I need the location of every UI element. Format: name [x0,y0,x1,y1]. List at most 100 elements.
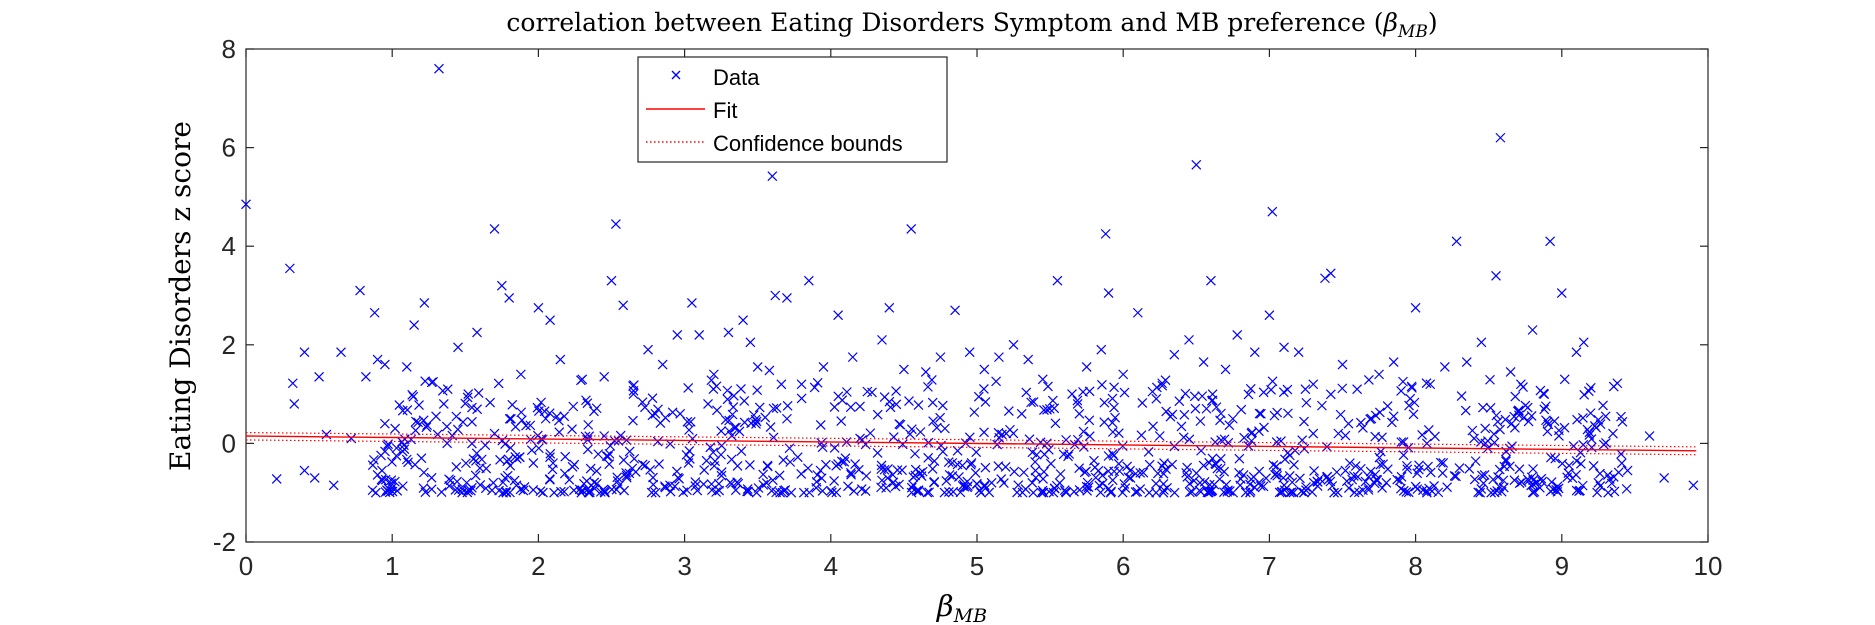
y-tick-label: 4 [222,231,236,261]
data-point [613,435,624,446]
data-point [426,472,437,483]
data-point [1553,483,1564,494]
data-point [1350,461,1361,471]
data-point [466,482,477,493]
data-point [1074,484,1085,495]
data-point [894,479,905,490]
data-point [1571,485,1582,496]
data-point [453,342,463,353]
data-point [650,487,661,498]
x-axis-label: βMB [936,589,987,625]
data-point [1316,400,1327,411]
data-point [818,362,829,372]
data-point [1374,407,1385,418]
data-point [1107,475,1118,486]
data-point [706,479,717,490]
data-point [752,362,763,372]
plot-area [241,48,1709,543]
data-point [1365,414,1376,425]
data-point [1473,487,1484,498]
data-point [1425,379,1436,390]
data-point [716,449,726,460]
data-point [1464,463,1475,474]
data-point [675,408,686,419]
data-point [973,391,984,402]
data-point [461,458,471,469]
data-point [437,385,448,396]
data-point [1254,408,1265,419]
data-point [1577,480,1588,491]
data-point [413,417,424,428]
data-point [728,390,739,401]
y-tick-label: 0 [222,428,236,458]
data-point [659,481,670,492]
data-point [1606,478,1617,489]
data-point [1578,337,1589,348]
data-point [582,444,593,455]
data-point [389,476,400,487]
data-point [442,438,453,449]
data-point [1374,452,1385,463]
data-point [576,487,587,498]
data-point [372,470,383,480]
data-point [672,330,683,340]
data-point [559,468,570,479]
data-point [585,463,596,474]
data-point [1027,477,1038,488]
data-point [1495,424,1505,435]
data-point [1049,483,1060,494]
data-point [927,463,938,474]
data-point [457,487,468,498]
data-point [1125,465,1135,476]
data-point [528,458,539,468]
data-point [1198,357,1209,367]
data-point [974,485,985,496]
data-point [994,352,1004,363]
data-point [1047,395,1058,406]
data-point [1243,389,1254,400]
data-point [1083,482,1094,493]
data-point [1442,482,1453,493]
data-point [545,315,556,326]
data-point [1107,417,1118,428]
data-point [855,401,865,412]
data-point [692,485,703,496]
data-point [426,484,437,495]
data-point [410,425,421,436]
data-point [1266,384,1276,395]
data-point [1224,486,1235,497]
data-point [1274,487,1285,498]
data-point [1493,471,1503,482]
data-point [1301,482,1311,492]
data-point [1174,396,1185,407]
data-point [624,446,635,457]
data-point [1031,449,1042,460]
data-point [1072,399,1083,409]
data-point [1157,378,1168,389]
data-point [287,378,298,389]
data-point [387,457,397,467]
data-point [612,476,623,486]
data-point [809,382,820,393]
data-point [271,473,282,484]
data-point [940,423,950,434]
data-point [1293,347,1304,358]
fit-lines [245,431,1697,456]
data-point [1084,415,1095,426]
data-point [915,468,926,478]
data-point [1598,439,1609,450]
data-point [1109,402,1119,413]
data-point [865,428,876,439]
data-point [1335,409,1346,420]
data-point [872,447,883,458]
data-point [407,389,418,400]
data-point [1425,467,1436,478]
x-axis-subscript: MB [953,605,987,625]
data-point [1460,405,1471,416]
data-point [1522,402,1533,413]
data-point [1370,469,1381,480]
data-point [401,454,412,465]
data-point [708,447,719,458]
data-point [1061,434,1072,445]
data-point [678,487,689,498]
